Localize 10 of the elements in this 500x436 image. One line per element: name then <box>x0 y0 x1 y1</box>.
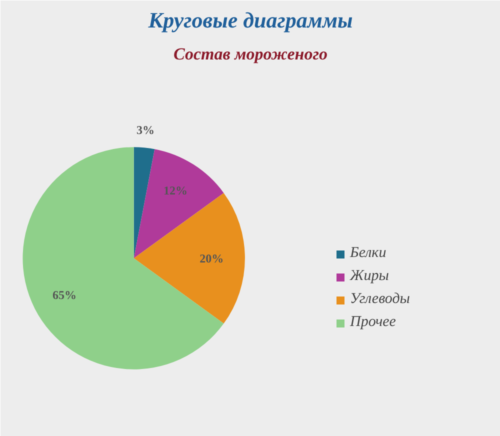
legend-label: Белки <box>350 245 386 262</box>
chart-title: Круговые диаграммы <box>147 8 353 32</box>
data-label: 3% <box>136 123 155 138</box>
data-label: 65% <box>52 288 77 302</box>
legend-label: Жиры <box>350 268 389 285</box>
data-label: 12% <box>164 183 188 198</box>
chart-subtitle: Состав мороженого <box>173 44 328 64</box>
legend-label: Углеводы <box>350 291 410 308</box>
data-label: 20% <box>200 251 224 266</box>
legend-label: Прочее <box>350 314 396 331</box>
